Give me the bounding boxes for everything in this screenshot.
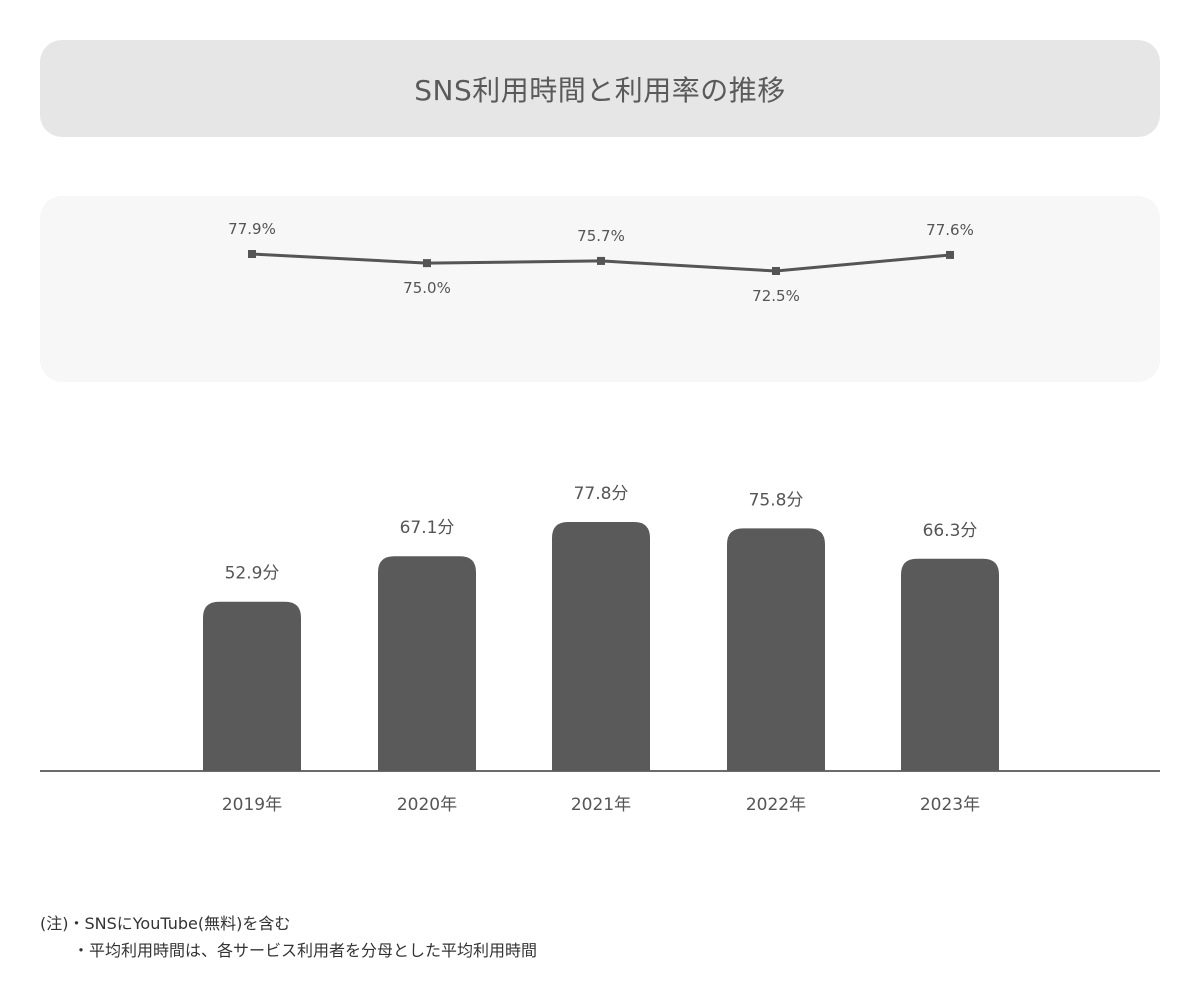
time-bar-1 [378, 556, 476, 771]
rate-label-4: 77.6% [926, 221, 974, 239]
footnote-1: (注)・SNSにYouTube(無料)を含む [40, 914, 291, 933]
time-label-0: 52.9分 [225, 564, 280, 584]
rate-point-2 [597, 256, 605, 265]
footnote-2: ・平均利用時間は、各サービス利用者を分母とした平均利用時間 [73, 941, 538, 960]
chart-title-bar: SNS利用時間と利用率の推移 [40, 40, 1160, 137]
rate-point-4 [946, 250, 954, 259]
x-tick-label-0: 2019年 [222, 795, 282, 815]
rate-label-0: 77.9% [228, 220, 276, 238]
chart-title: SNS利用時間と利用率の推移 [414, 73, 786, 107]
time-bar-0 [203, 601, 301, 771]
time-bar-2 [552, 522, 650, 771]
time-bar-4 [901, 558, 999, 771]
time-bar-3 [727, 528, 825, 771]
rate-label-2: 75.7% [577, 227, 625, 245]
x-tick-label-3: 2022年 [746, 795, 806, 815]
x-tick-label-2: 2021年 [571, 795, 631, 815]
time-label-4: 66.3分 [923, 521, 978, 541]
time-label-1: 67.1分 [400, 518, 455, 538]
time-label-3: 75.8分 [749, 490, 804, 510]
rate-point-1 [423, 259, 431, 268]
rate-point-3 [772, 267, 780, 275]
rate-label-1: 75.0% [403, 279, 451, 297]
line-chart-panel [40, 196, 1160, 382]
rate-label-3: 72.5% [752, 287, 800, 305]
rate-point-0 [248, 250, 256, 258]
time-label-2: 77.8分 [574, 484, 629, 504]
x-tick-label-4: 2023年 [920, 795, 980, 815]
x-tick-label-1: 2020年 [397, 795, 457, 815]
